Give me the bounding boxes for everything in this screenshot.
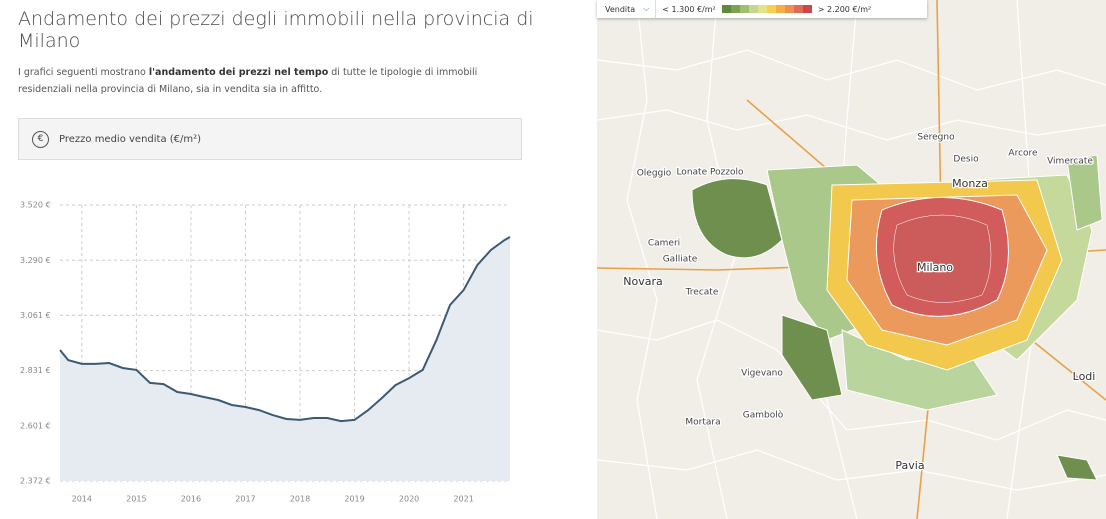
place-label: Oleggio [637, 169, 672, 179]
place-label: Vimercate [1047, 157, 1093, 167]
ramp-step [802, 5, 812, 13]
ramp-step [784, 5, 794, 13]
legend-min: < 1.300 €/m² [662, 4, 716, 14]
ramp-step [757, 5, 767, 13]
legend-max: > 2.200 €/m² [817, 4, 872, 14]
euro-icon: € [32, 130, 49, 148]
selector-label: Prezzo medio vendita (€/m²) [59, 133, 202, 145]
map-legend: Vendita ⌵ < 1.300 €/m² > 2.200 €/m² [597, 0, 927, 18]
intro-text: di tutte le tipologie di immobili reside… [18, 67, 478, 95]
place-label: Vigevano [741, 369, 783, 379]
price-regions [691, 154, 1103, 481]
ramp-step [775, 5, 785, 13]
ramp-step [730, 5, 740, 13]
x-tick-label: 2021 [453, 495, 473, 504]
y-tick-label: 2.831 € [20, 366, 51, 375]
y-tick-label: 2.601 € [20, 421, 51, 430]
ramp-step [739, 5, 749, 13]
x-tick-label: 2018 [290, 495, 310, 504]
ramp-step [766, 5, 776, 13]
price-selector[interactable]: € Prezzo medio vendita (€/m²) [18, 118, 522, 160]
y-tick-label: 3.520 € [20, 201, 51, 210]
area [60, 237, 510, 481]
y-tick-label: 3.061 € [20, 311, 51, 320]
ramp-step [793, 5, 803, 13]
x-tick-label: 2015 [126, 495, 146, 504]
place-label: Seregno [917, 133, 955, 143]
x-tick-label: 2017 [235, 495, 255, 504]
place-label: Milano [917, 261, 953, 274]
place-label: Novara [623, 275, 662, 288]
place-label: Gambolò [743, 410, 784, 421]
mode-label: Vendita [605, 4, 636, 14]
ramp-step [748, 5, 758, 13]
left-panel: Andamento dei prezzi degli immobili nell… [0, 0, 540, 519]
place-label: Galliate [663, 255, 698, 265]
place-label: Lodi [1073, 370, 1096, 383]
color-ramp [721, 5, 812, 13]
intro: I grafici seguenti mostrano l'andamento … [18, 64, 498, 98]
map[interactable]: Milano Monza Novara Lodi Pavia Vigevano Mortar… [597, 0, 1106, 519]
place-label: Mortara [685, 418, 720, 428]
place-label: Monza [952, 177, 988, 190]
dropdown-arrow: ⌵ [643, 4, 650, 13]
x-tick-label: 2016 [181, 495, 201, 504]
page-title: Andamento dei prezzi degli immobili nell… [18, 8, 534, 52]
x-tick-label: 2020 [399, 495, 419, 504]
place-label: Trecate [685, 288, 719, 298]
line [59, 236, 511, 423]
y-tick-label: 2.372 € [20, 477, 51, 486]
intro-bold: l'andamento dei prezzi nel tempo [148, 67, 329, 78]
x-tick-label: 2019 [344, 495, 364, 504]
ramp-step [721, 5, 731, 13]
price-chart: 2.372 € 2.601 € 2.831 € 3.061 € 3.290 € 3.520… [20, 201, 511, 504]
y-tick-label: 3.290 € [20, 256, 51, 265]
place-labels: Milano Monza Novara Lodi Pavia Vigevano Mortar… [622, 131, 1097, 473]
place-label: Cameri [648, 239, 680, 249]
place-label: Lonate Pozzolo [676, 168, 744, 178]
place-label: Desio [953, 155, 979, 165]
x-tick-label: 2014 [72, 495, 92, 504]
mode-selector[interactable]: Vendita ⌵ [597, 0, 657, 18]
intro-text: I grafici seguenti mostrano [18, 67, 149, 78]
place-label: Pavia [895, 459, 924, 472]
place-label: Arcore [1008, 149, 1038, 159]
